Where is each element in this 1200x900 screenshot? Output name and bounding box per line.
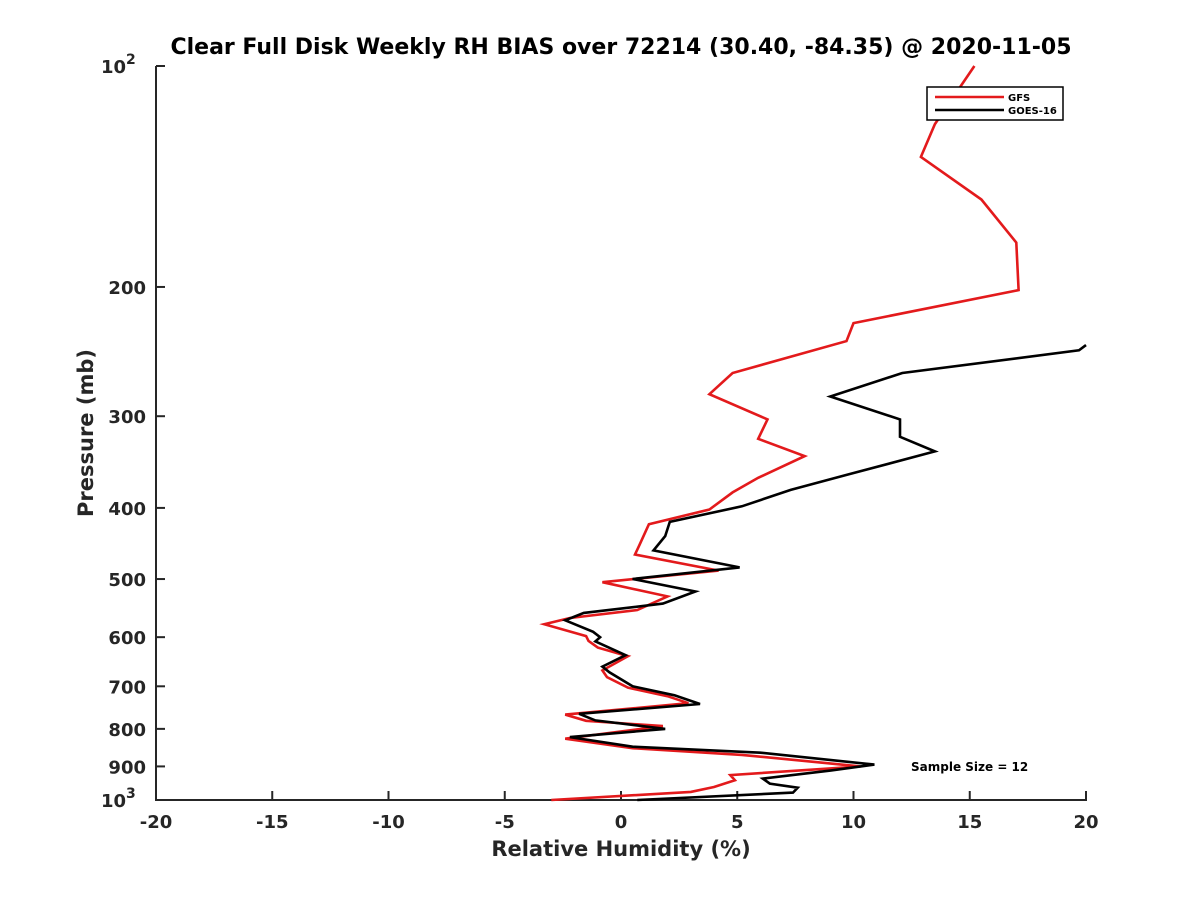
x-ticks: -20 -15 -10 -5 0 5 10 15 20 — [140, 791, 1099, 833]
y-tick-label-base: 10 — [101, 791, 126, 812]
y-tick-label: 600 — [108, 628, 146, 649]
y-axis-label: Pressure (mb) — [74, 349, 98, 517]
x-tick-label: 5 — [731, 812, 744, 833]
x-tick-label: 20 — [1073, 812, 1098, 833]
x-tick-label: 0 — [615, 812, 628, 833]
x-tick-label: 10 — [841, 812, 866, 833]
series-line-gfs — [539, 65, 1020, 802]
x-tick-label: -5 — [495, 812, 515, 833]
x-tick-label: 15 — [957, 812, 982, 833]
x-tick-label: -10 — [372, 812, 405, 833]
y-tick-label: 200 — [108, 278, 146, 299]
y-tick-label: 400 — [108, 499, 146, 520]
legend-box — [926, 86, 1064, 121]
chart-title: Clear Full Disk Weekly RH BIAS over 7221… — [170, 35, 1071, 60]
y-tick-label: 300 — [108, 407, 146, 428]
y-tick-label: 800 — [108, 720, 146, 741]
series-layer — [539, 65, 1087, 802]
y-tick-label-exponent: 2 — [126, 52, 136, 68]
x-axis-label: Relative Humidity (%) — [491, 837, 750, 861]
x-tick-label: -15 — [256, 812, 289, 833]
y-tick-label: 700 — [108, 677, 146, 698]
legend-goes16-label: GOES-16 — [1008, 106, 1057, 117]
legend: GFS GOES-16 — [926, 86, 1064, 121]
sample-size-annotation: Sample Size = 12 — [911, 760, 1028, 774]
x-tick-label: -20 — [140, 812, 173, 833]
y-tick-label: 900 — [108, 757, 146, 778]
legend-gfs-label: GFS — [1008, 93, 1030, 104]
y-tick-label-exponent: 3 — [126, 786, 136, 802]
y-tick-label: 500 — [108, 570, 146, 591]
y-tick-label-base: 10 — [101, 57, 126, 78]
series-line-goes-16 — [561, 344, 1087, 802]
